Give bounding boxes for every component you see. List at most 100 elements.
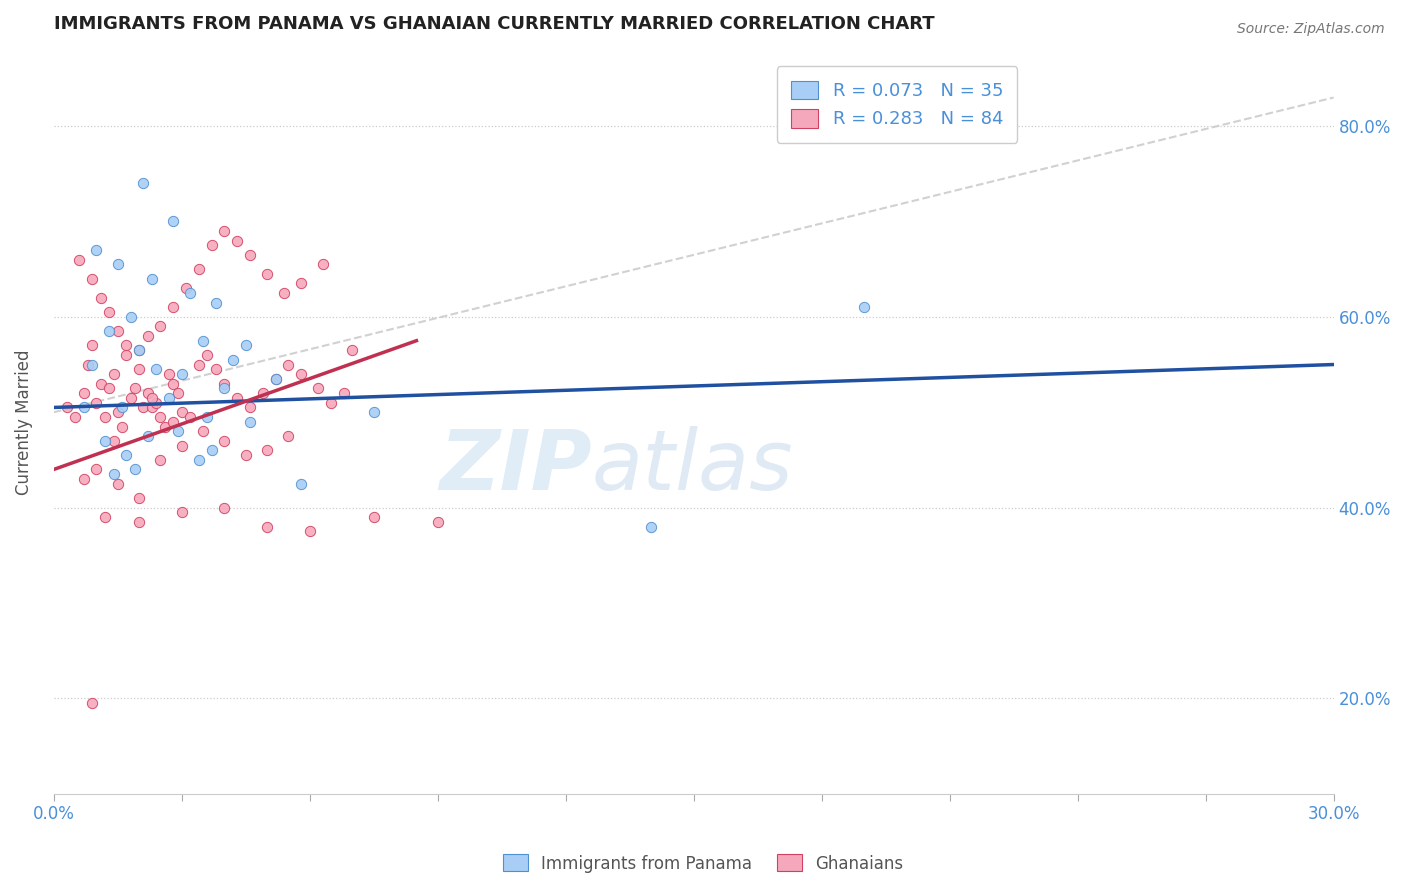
- Point: [128, 515, 150, 529]
- Point: [162, 415, 184, 429]
- Point: [273, 285, 295, 300]
- Point: [136, 429, 159, 443]
- Point: [115, 448, 138, 462]
- Point: [277, 429, 299, 443]
- Point: [214, 434, 236, 448]
- Point: [107, 324, 129, 338]
- Point: [179, 285, 201, 300]
- Point: [170, 505, 193, 519]
- Point: [197, 409, 219, 424]
- Point: [132, 177, 155, 191]
- Point: [107, 476, 129, 491]
- Point: [205, 362, 228, 376]
- Point: [187, 262, 209, 277]
- Point: [226, 391, 249, 405]
- Point: [363, 405, 385, 419]
- Point: [187, 453, 209, 467]
- Point: [82, 696, 104, 710]
- Point: [120, 310, 142, 324]
- Point: [149, 453, 172, 467]
- Point: [201, 443, 224, 458]
- Point: [179, 409, 201, 424]
- Point: [166, 425, 188, 439]
- Point: [342, 343, 364, 358]
- Point: [115, 338, 138, 352]
- Point: [157, 367, 180, 381]
- Point: [107, 405, 129, 419]
- Point: [214, 500, 236, 515]
- Point: [90, 376, 112, 391]
- Point: [98, 305, 121, 319]
- Point: [157, 391, 180, 405]
- Point: [214, 224, 236, 238]
- Point: [77, 358, 100, 372]
- Y-axis label: Currently Married: Currently Married: [15, 349, 32, 494]
- Point: [239, 401, 262, 415]
- Point: [98, 381, 121, 395]
- Point: [90, 291, 112, 305]
- Point: [86, 243, 108, 257]
- Point: [166, 386, 188, 401]
- Point: [82, 338, 104, 352]
- Point: [55, 401, 77, 415]
- Point: [307, 381, 329, 395]
- Point: [197, 348, 219, 362]
- Point: [205, 295, 228, 310]
- Point: [141, 271, 163, 285]
- Point: [73, 472, 96, 486]
- Point: [170, 439, 193, 453]
- Point: [426, 515, 449, 529]
- Point: [162, 301, 184, 315]
- Point: [107, 257, 129, 271]
- Point: [239, 415, 262, 429]
- Text: ZIP: ZIP: [439, 425, 592, 507]
- Point: [191, 334, 214, 348]
- Point: [124, 381, 146, 395]
- Point: [73, 401, 96, 415]
- Point: [103, 367, 125, 381]
- Point: [191, 425, 214, 439]
- Point: [256, 519, 278, 533]
- Point: [103, 467, 125, 482]
- Point: [111, 419, 134, 434]
- Point: [141, 391, 163, 405]
- Point: [298, 524, 321, 539]
- Legend: Immigrants from Panama, Ghanaians: Immigrants from Panama, Ghanaians: [496, 847, 910, 880]
- Text: IMMIGRANTS FROM PANAMA VS GHANAIAN CURRENTLY MARRIED CORRELATION CHART: IMMIGRANTS FROM PANAMA VS GHANAIAN CURRE…: [53, 15, 935, 33]
- Point: [98, 324, 121, 338]
- Point: [132, 401, 155, 415]
- Point: [290, 476, 312, 491]
- Point: [235, 448, 257, 462]
- Point: [73, 386, 96, 401]
- Point: [128, 491, 150, 505]
- Point: [86, 462, 108, 476]
- Point: [149, 319, 172, 334]
- Point: [82, 271, 104, 285]
- Point: [162, 214, 184, 228]
- Point: [124, 462, 146, 476]
- Point: [94, 510, 117, 524]
- Point: [103, 434, 125, 448]
- Point: [640, 519, 662, 533]
- Point: [145, 362, 167, 376]
- Text: Source: ZipAtlas.com: Source: ZipAtlas.com: [1237, 22, 1385, 37]
- Point: [141, 401, 163, 415]
- Point: [214, 376, 236, 391]
- Point: [94, 434, 117, 448]
- Point: [128, 343, 150, 358]
- Point: [201, 238, 224, 252]
- Point: [136, 329, 159, 343]
- Point: [290, 367, 312, 381]
- Point: [235, 338, 257, 352]
- Point: [853, 301, 876, 315]
- Point: [128, 343, 150, 358]
- Point: [321, 395, 343, 409]
- Legend: R = 0.073   N = 35, R = 0.283   N = 84: R = 0.073 N = 35, R = 0.283 N = 84: [776, 66, 1018, 143]
- Point: [290, 277, 312, 291]
- Point: [149, 409, 172, 424]
- Point: [82, 358, 104, 372]
- Point: [145, 395, 167, 409]
- Point: [187, 358, 209, 372]
- Point: [277, 358, 299, 372]
- Point: [252, 386, 274, 401]
